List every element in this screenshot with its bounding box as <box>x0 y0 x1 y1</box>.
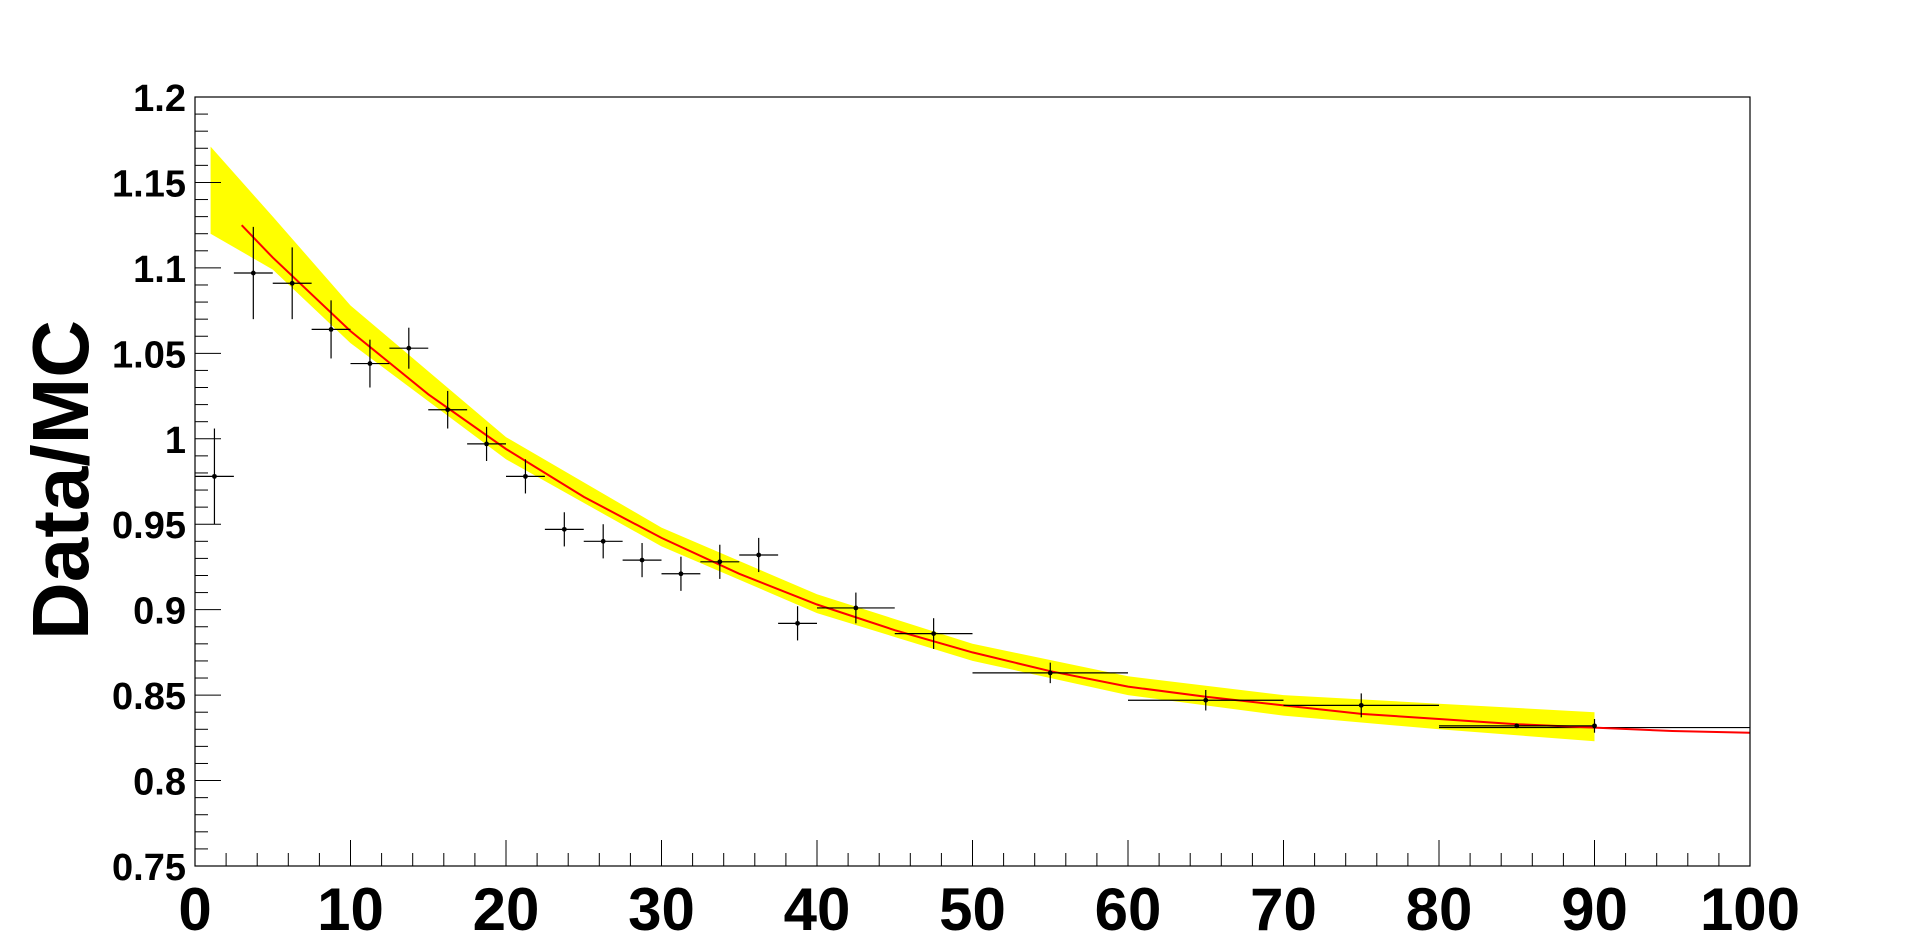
data-marker <box>212 473 217 479</box>
x-tick-label: 20 <box>473 876 540 943</box>
x-tick-label: 100 <box>1700 876 1800 943</box>
y-axis-title: Data/MC <box>16 320 105 640</box>
x-tick-label: 90 <box>1561 876 1628 943</box>
y-tick-label: 0.85 <box>112 676 186 718</box>
y-tick-label: 0.9 <box>133 591 186 633</box>
data-marker <box>639 557 645 563</box>
data-marker <box>523 473 528 479</box>
data-point <box>467 426 506 461</box>
data-marker <box>1203 697 1209 703</box>
data-points-layer <box>195 226 1597 733</box>
fit-curve <box>240 224 1751 734</box>
data-point <box>272 247 312 320</box>
data-point <box>389 327 429 369</box>
data-point <box>311 300 351 359</box>
y-tick-label: 1 <box>165 420 186 462</box>
data-point <box>506 459 545 494</box>
data-marker <box>795 620 800 626</box>
data-point <box>1128 689 1284 711</box>
data-marker <box>756 552 762 558</box>
data-point <box>195 428 234 525</box>
data-point <box>778 606 817 641</box>
x-tick-label: 80 <box>1406 876 1473 943</box>
data-marker <box>561 526 567 532</box>
data-marker <box>717 559 723 565</box>
data-point <box>1439 723 1595 729</box>
data-point <box>739 537 779 573</box>
data-marker <box>1592 723 1597 729</box>
axis-ticks <box>194 96 1751 867</box>
data-marker <box>445 407 451 413</box>
data-marker <box>931 631 937 636</box>
data-point <box>894 618 973 649</box>
data-marker <box>1358 702 1364 708</box>
data-point <box>233 226 273 320</box>
x-tick-label: 60 <box>1095 876 1162 943</box>
data-marker <box>289 280 295 286</box>
data-marker <box>678 571 684 577</box>
y-tick-label: 1.15 <box>112 163 186 205</box>
data-point <box>972 662 1128 684</box>
y-tick-label: 0.75 <box>112 847 186 889</box>
y-tick-label: 0.8 <box>133 762 186 804</box>
y-tick-label: 1.05 <box>112 334 186 376</box>
data-point <box>428 390 468 429</box>
x-tick-label: 40 <box>784 876 851 943</box>
data-marker <box>1514 723 1520 729</box>
data-marker <box>1047 670 1053 676</box>
data-point <box>1592 719 1597 733</box>
data-marker <box>250 270 256 276</box>
data-point <box>700 544 740 579</box>
x-tick-label: 70 <box>1250 876 1317 943</box>
data-marker <box>328 327 334 332</box>
y-tick-label: 0.95 <box>112 505 186 547</box>
data-point <box>350 339 390 388</box>
fit-curve-layer <box>240 224 1751 734</box>
x-tick-labels: 0 10 20 30 40 50 60 70 80 90 100 <box>178 876 1800 943</box>
data-marker <box>367 361 373 366</box>
data-point <box>622 543 662 578</box>
y-tick-labels: 0.75 0.8 0.85 0.9 0.95 1 1.05 1.1 1.15 1.2 <box>112 78 186 889</box>
data-point <box>1283 693 1439 718</box>
data-marker <box>406 345 412 351</box>
x-tick-label: 0 <box>178 876 211 943</box>
x-tick-label: 10 <box>317 876 384 943</box>
data-point <box>817 592 895 624</box>
data-point <box>544 512 584 547</box>
data-marker <box>484 441 489 447</box>
x-tick-label: 30 <box>628 876 695 943</box>
data-marker <box>853 605 859 611</box>
data-point <box>661 556 701 591</box>
x-tick-label: 50 <box>939 876 1006 943</box>
y-tick-label: 1.2 <box>133 78 186 120</box>
y-tick-label: 1.1 <box>133 249 186 291</box>
data-point <box>583 524 623 559</box>
data-marker <box>600 538 606 544</box>
